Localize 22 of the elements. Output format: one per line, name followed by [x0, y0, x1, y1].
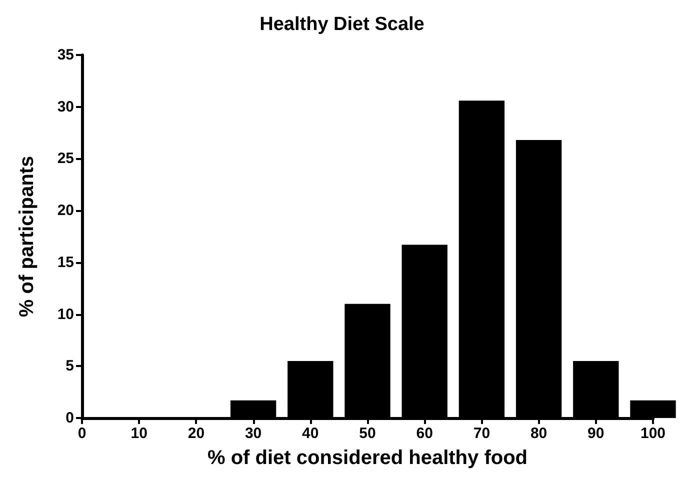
x-tick-label: 70: [473, 425, 490, 442]
x-tick-label: 20: [188, 425, 205, 442]
y-tick-label: 10: [57, 306, 74, 323]
chart-title: Healthy Diet Scale: [260, 14, 424, 35]
x-axis-title: % of diet considered healthy food: [207, 447, 528, 469]
y-axis-title: % of participants: [16, 156, 38, 318]
x-tick-label: 90: [588, 425, 604, 442]
x-tick-label: 50: [359, 425, 376, 442]
x-tick-label: 30: [244, 425, 262, 442]
y-tick-label: 25: [57, 150, 74, 168]
y-tick-label: 15: [57, 254, 74, 271]
y-tick-label: 5: [66, 358, 74, 375]
x-tick-label: 100: [640, 425, 666, 442]
x-tick-label: 40: [302, 425, 319, 442]
y-tick-label: 20: [57, 202, 74, 220]
x-tick-label: 0: [78, 425, 86, 442]
y-tick-label: 30: [57, 98, 74, 116]
y-tick-label: 0: [66, 410, 74, 426]
x-tick-label: 10: [130, 425, 148, 442]
x-tick-label: 60: [416, 425, 433, 442]
y-tick-label: 35: [57, 46, 74, 64]
x-tick-label: 80: [530, 425, 548, 442]
